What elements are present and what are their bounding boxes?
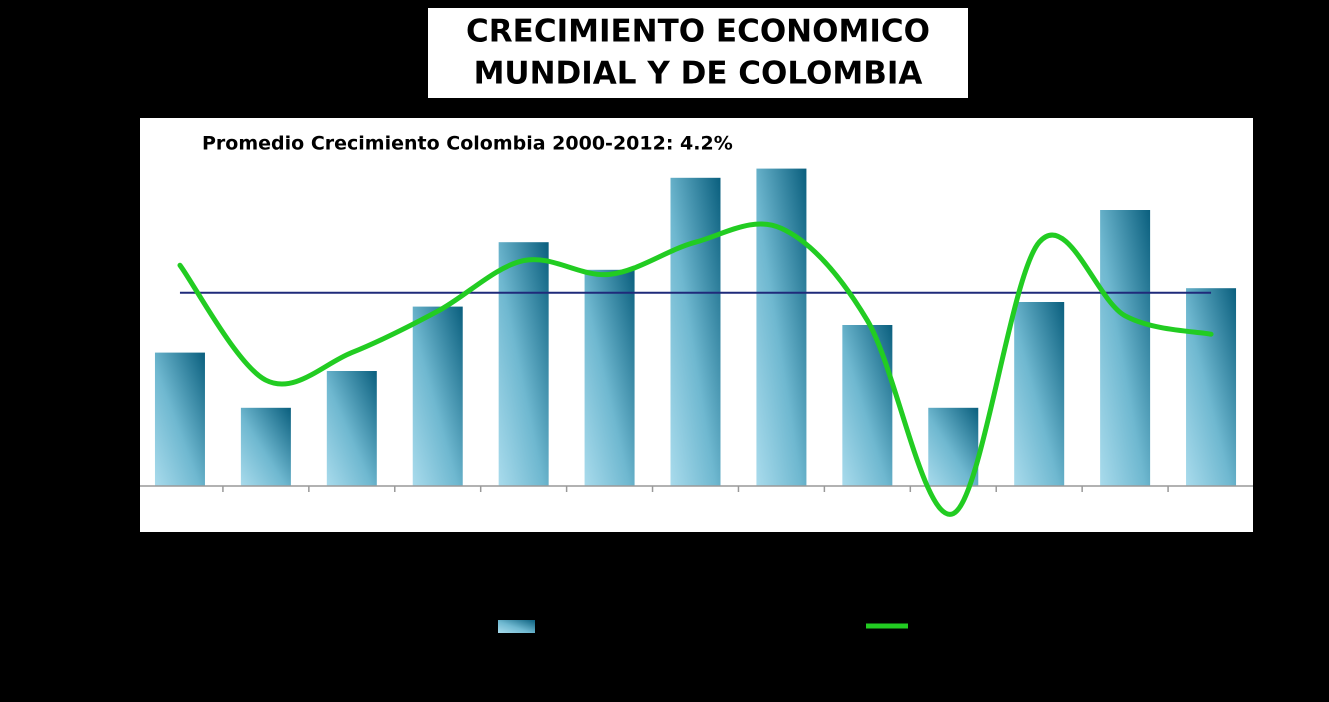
bar bbox=[154, 352, 205, 486]
title-box bbox=[428, 8, 968, 98]
bar bbox=[842, 325, 893, 486]
bar bbox=[584, 269, 635, 486]
plot bbox=[140, 168, 1253, 517]
bar bbox=[412, 306, 463, 486]
bar bbox=[928, 407, 979, 486]
chart-title: CRECIMIENTO ECONOMICO bbox=[466, 14, 930, 50]
bar bbox=[756, 168, 807, 486]
bar bbox=[326, 371, 377, 486]
bar bbox=[498, 242, 549, 486]
line-series bbox=[177, 221, 1214, 517]
bar bbox=[1014, 302, 1065, 486]
legend-swatch bbox=[498, 620, 535, 633]
bar bbox=[670, 177, 721, 487]
bar bbox=[1100, 210, 1151, 486]
bar bbox=[240, 407, 291, 486]
bar bbox=[1186, 288, 1237, 486]
chart-title: MUNDIAL Y DE COLOMBIA bbox=[474, 56, 923, 92]
annotation: Promedio Crecimiento Colombia 2000-2012:… bbox=[202, 133, 733, 155]
